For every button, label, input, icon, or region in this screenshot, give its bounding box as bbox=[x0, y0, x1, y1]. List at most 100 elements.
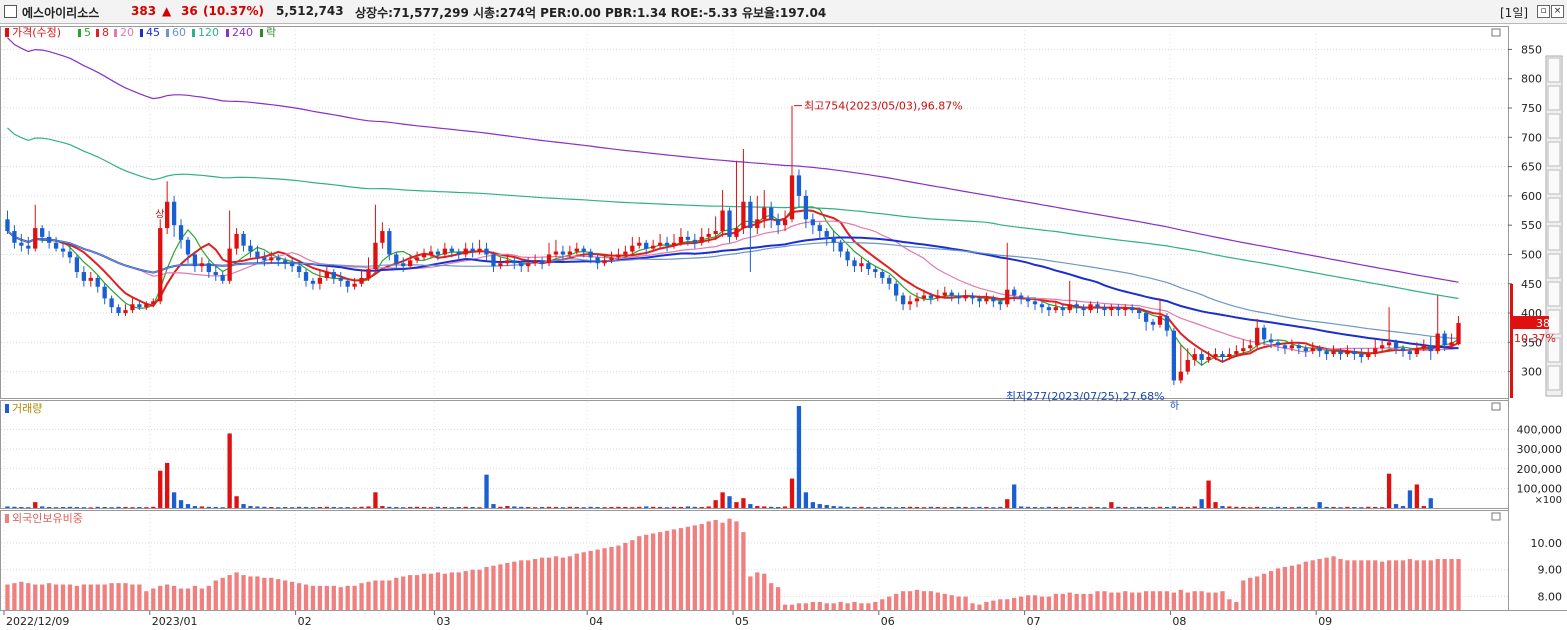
candle-body bbox=[1150, 321, 1156, 325]
foreign-ownership-bar bbox=[394, 577, 399, 610]
foreign-ownership-bar bbox=[984, 601, 989, 610]
candle-body bbox=[303, 272, 309, 281]
volume-bar bbox=[74, 507, 80, 509]
scrollbar-segment bbox=[1547, 281, 1561, 307]
volume-bar bbox=[1241, 507, 1246, 509]
candle-body bbox=[46, 236, 52, 243]
foreign-ownership-bar bbox=[1296, 564, 1301, 610]
volume-bar bbox=[894, 507, 899, 509]
current-price-marker: 383 10.37% bbox=[1510, 284, 1557, 398]
select-checkbox[interactable] bbox=[4, 5, 17, 18]
maximize-icon[interactable]: ▫ bbox=[1537, 5, 1550, 18]
grid-lines bbox=[1, 26, 1508, 610]
candle-body bbox=[380, 231, 385, 243]
candle-body bbox=[1268, 339, 1274, 343]
foreign-ownership-bar bbox=[366, 581, 371, 610]
foreign-ownership-bar bbox=[33, 584, 38, 610]
volume-bar bbox=[873, 507, 878, 509]
volume-bar bbox=[928, 506, 934, 508]
volume-bar bbox=[699, 507, 704, 509]
foreign-ownership-bar bbox=[192, 585, 198, 610]
candle-body bbox=[1282, 345, 1288, 349]
candle-body bbox=[151, 301, 156, 305]
volume-bar bbox=[1185, 507, 1190, 509]
foreign-ownership-bar bbox=[1074, 593, 1079, 610]
candle-body bbox=[276, 257, 281, 261]
foreign-ownership-bar bbox=[456, 572, 461, 610]
volume-bar bbox=[1400, 506, 1406, 508]
volume-bar bbox=[1206, 480, 1211, 508]
candle-body bbox=[1137, 310, 1142, 314]
foreign-ownership-bar bbox=[935, 592, 940, 610]
candle-body bbox=[345, 280, 350, 287]
candle-body bbox=[227, 248, 232, 281]
volume-bar bbox=[227, 433, 232, 508]
candle-body bbox=[734, 228, 739, 237]
volume-bar bbox=[630, 507, 635, 509]
foreign-ownership-bar bbox=[1067, 592, 1072, 610]
period-selector[interactable]: [1일] bbox=[1500, 6, 1529, 20]
foreign-ownership-bar bbox=[706, 521, 711, 610]
volume-bar bbox=[949, 507, 954, 509]
foreign-ownership-bar bbox=[151, 588, 156, 610]
close-icon[interactable]: × bbox=[1551, 5, 1564, 18]
volume-bar bbox=[276, 507, 281, 509]
foreign-ownership-bar bbox=[116, 583, 121, 610]
candle-body bbox=[713, 231, 718, 234]
foreign-ownership-bar bbox=[1109, 592, 1114, 610]
foreign-ownership-bar bbox=[644, 534, 649, 610]
volume-bar bbox=[442, 507, 448, 509]
volume-tick-label: 200,000 bbox=[1517, 463, 1563, 476]
candle-body bbox=[984, 298, 989, 302]
price-annotations: 최고754(2023/05/03),96.87% 최저277(2023/07/2… bbox=[155, 100, 1179, 412]
foreign-ownership-bar bbox=[1255, 576, 1260, 610]
foreign-ownership-bar bbox=[678, 528, 684, 610]
foreign-ownership-bar bbox=[796, 603, 802, 610]
volume-bar bbox=[1331, 507, 1336, 509]
candle-body bbox=[949, 292, 954, 296]
candle-body bbox=[33, 228, 38, 249]
candle-body bbox=[1227, 354, 1232, 357]
candle-body bbox=[1143, 313, 1149, 322]
candle-body bbox=[775, 219, 781, 226]
foreign-ownership-bar bbox=[824, 603, 829, 610]
candle-body bbox=[810, 219, 815, 226]
candle-body bbox=[199, 263, 205, 267]
foreign-ownership-bar bbox=[998, 599, 1003, 610]
price-tick-label: 300 bbox=[1521, 366, 1542, 379]
foreign-ownership-bar bbox=[130, 584, 135, 610]
foreign-ownership-bar bbox=[894, 593, 899, 610]
candle-body bbox=[1310, 348, 1315, 352]
candle-body bbox=[102, 286, 107, 299]
volume-bar bbox=[664, 507, 670, 509]
foreign-ownership-bar bbox=[1414, 560, 1420, 610]
current-price-pct: 10.37% bbox=[1514, 332, 1556, 345]
foreign-ownership-bar bbox=[1150, 591, 1156, 610]
candle-body bbox=[394, 254, 399, 264]
volume-bar bbox=[1310, 507, 1315, 509]
volume-bar bbox=[651, 506, 656, 508]
ma-line-8 bbox=[6, 209, 1459, 363]
foreign-ownership-bars bbox=[5, 518, 1461, 610]
volume-bar bbox=[553, 507, 559, 509]
panel-maximize-icon bbox=[1491, 28, 1501, 37]
volume-bar bbox=[158, 470, 163, 508]
volume-bar bbox=[401, 507, 406, 509]
foreign-ownership-bar bbox=[651, 533, 656, 610]
foreign-ownership-bar bbox=[623, 542, 628, 610]
candle-body bbox=[1428, 345, 1433, 352]
price-tick-label: 550 bbox=[1521, 219, 1542, 232]
foreign-ownership-bar bbox=[609, 546, 614, 610]
foreign-ownership-bar bbox=[553, 556, 559, 610]
volume-bar bbox=[366, 506, 371, 508]
date-tick-label: 03 bbox=[436, 615, 450, 628]
volume-bar bbox=[206, 506, 211, 508]
volume-bar bbox=[560, 507, 566, 509]
legend-ma-swatch bbox=[140, 29, 143, 37]
foreign-ownership-bar bbox=[1137, 592, 1142, 610]
candle-body bbox=[1039, 304, 1045, 308]
volume-bar bbox=[1150, 507, 1156, 509]
candle-body bbox=[1456, 323, 1461, 345]
candle-body bbox=[880, 272, 885, 278]
foreign-ownership-bar bbox=[963, 596, 968, 610]
